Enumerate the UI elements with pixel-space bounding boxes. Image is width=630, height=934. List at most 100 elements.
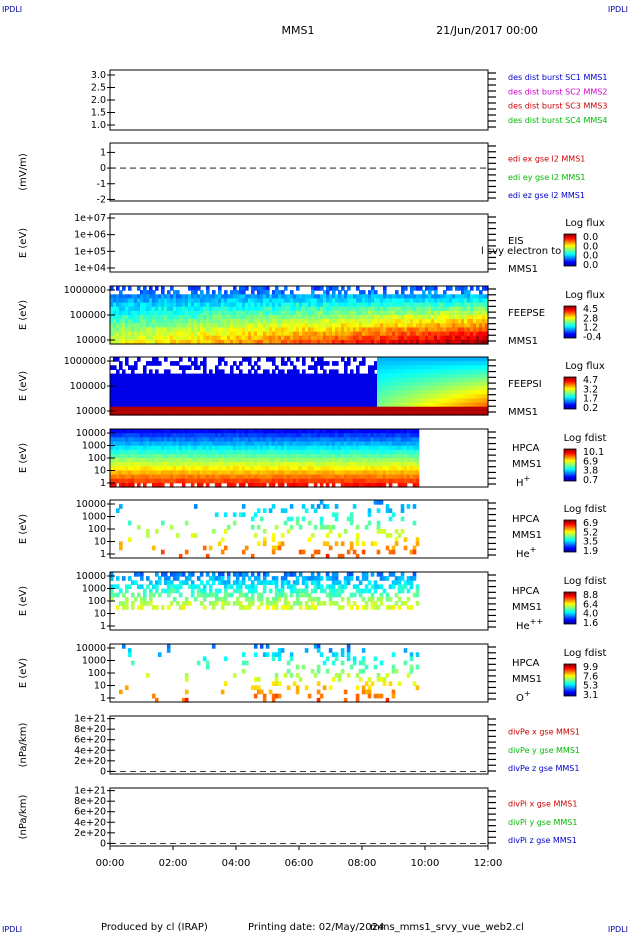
spectrogram-cell [155,470,159,476]
spectrogram-cell [250,445,255,451]
spectrogram-cell [146,433,150,438]
spectrogram-cell [158,433,162,438]
spectrogram-cell [374,323,378,328]
spectrogram-cell [476,286,480,291]
spectrogram-cell [302,377,306,383]
spectrogram-cell [455,302,459,308]
spectrogram-cell [425,377,429,383]
spectrogram-cell [259,433,264,438]
spectrogram-cell [301,462,306,467]
spectrogram-cell [361,441,366,447]
spectrogram-cell [226,478,231,484]
spectrogram-cell [464,373,468,379]
spectrogram-cell [158,398,162,404]
spectrogram-cell [338,315,342,320]
spectrogram-cell [302,298,306,304]
spectrogram-cell [302,302,306,308]
spectrogram-cell [215,406,219,412]
spectrogram-cell [350,339,354,345]
spectrogram-cell [122,306,126,312]
spectrogram-cell [382,470,387,476]
spectrogram-cell [125,386,129,391]
spectrogram-cell [128,466,132,471]
spectrogram-cell [179,298,183,304]
spectrogram-cell [311,315,315,320]
y-tick-label: 0 [100,163,106,174]
spectrogram-cell [292,482,297,488]
spectrogram-cell [362,331,366,337]
spectrogram-cell [143,398,147,404]
spectrogram-cell [394,433,399,438]
spectrogram-cell [223,429,228,434]
spectrogram-cell [277,474,282,480]
spectrogram-cell [256,445,261,451]
spectrogram-cell [395,390,399,395]
spectrogram-cell [190,458,195,463]
spectrogram-cell [235,453,240,459]
spectrogram-cell [310,429,315,434]
spectrogram-cell [200,381,204,387]
spectrogram-cell [334,504,339,509]
spectrogram-cell [409,462,414,467]
spectrogram-cell [485,373,489,379]
spectrogram-cell [194,394,198,399]
spectrogram-cell [247,462,252,467]
spectrogram-cell [304,441,309,447]
spectrogram-cell [224,410,228,416]
spectrogram-cell [332,327,336,333]
spectrogram-cell [173,310,177,316]
spectrogram-cell [431,306,435,312]
spectrogram-cell [190,462,195,467]
spectrogram-cell [110,572,114,577]
spectrogram-cell [437,402,441,408]
spectrogram-cell [131,339,135,345]
spectrogram-cell [416,335,420,341]
spectrogram-cell [137,398,141,404]
spectrogram-cell [191,302,195,308]
spectrogram-cell [305,315,309,320]
spectrogram-cell [337,437,342,442]
spectrogram-cell [203,306,207,312]
spectrogram-cell [284,319,288,324]
spectrogram-cell [158,458,162,463]
spectrogram-cell [293,298,297,304]
spectrogram-cell [131,381,135,387]
spectrogram-cell [397,470,402,476]
spectrogram-cell [299,294,303,299]
spectrogram-cell [209,369,213,375]
spectrogram-cell [377,381,381,387]
spectrogram-cell [149,335,153,341]
spectrogram-cell [392,306,396,312]
spectrogram-cell [320,402,324,408]
spectrogram-cell [349,474,354,480]
spectrogram-cell [323,381,327,387]
spectrogram-cell [434,377,438,383]
spectrogram-cell [455,373,459,379]
spectrogram-cell [197,390,201,395]
spectrogram-cell [326,323,330,328]
spectrogram-cell [331,437,336,442]
spectrogram-cell [335,323,339,328]
spectrogram-cell [167,381,171,387]
spectrogram-cell [335,335,339,341]
spectrogram-cell [230,390,234,395]
spectrogram-cell [413,331,417,337]
spectrogram-cell [146,335,150,341]
spectrogram-cell [275,406,279,412]
spectrogram-cell [227,386,231,391]
spectrogram-cell [125,462,129,467]
spectrogram-cell [422,394,426,399]
spectrogram-cell [161,373,165,379]
spectrogram-cell [440,394,444,399]
spectrogram-cell [344,402,348,408]
spectrogram-cell [265,474,270,480]
spectrogram-cell [455,361,459,366]
spectrogram-cell [286,433,291,438]
spectrogram-cell [458,361,462,366]
spectrogram-cell [350,369,354,375]
spectrogram-cell [214,433,219,438]
spectrogram-cell [164,335,168,341]
spectrogram-cell [257,386,261,391]
spectrogram-cell [122,458,126,463]
spectrogram-cell [223,545,228,551]
